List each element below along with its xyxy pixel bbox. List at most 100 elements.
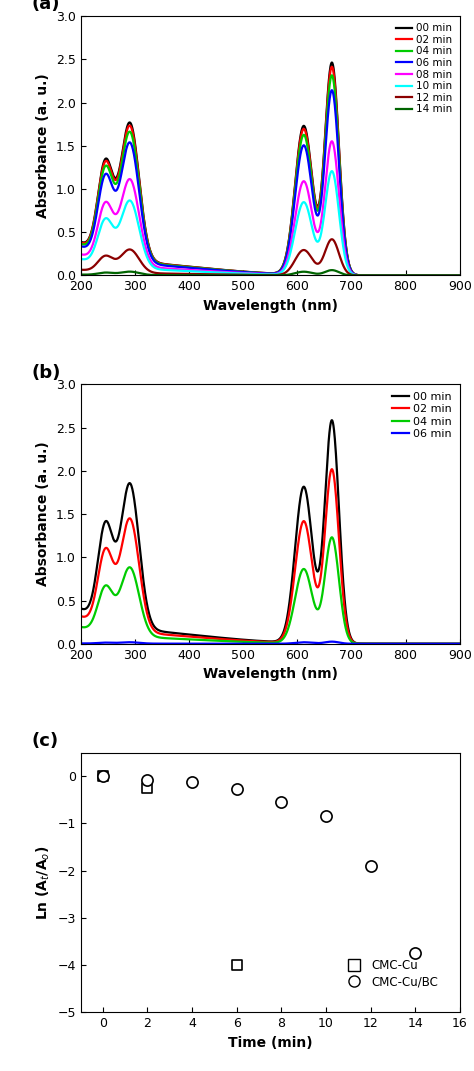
- 06 min: [78, 240, 83, 253]
- 04 min: [170, 632, 175, 645]
- Y-axis label: Absorbance (a. u.): Absorbance (a. u.): [36, 441, 50, 587]
- 06 min: [329, 84, 335, 96]
- 00 min: [170, 258, 175, 271]
- Point: [367, 857, 374, 874]
- 02 min: [209, 262, 214, 275]
- 10 min: [78, 253, 83, 266]
- Text: (c): (c): [31, 733, 58, 750]
- 10 min: [457, 269, 463, 282]
- Point: [144, 771, 151, 788]
- Y-axis label: Ln (A$_t$/A$_o$): Ln (A$_t$/A$_o$): [34, 845, 52, 920]
- 06 min: [78, 637, 83, 650]
- Line: 00 min: 00 min: [81, 62, 460, 275]
- 08 min: [78, 247, 83, 260]
- 06 min: [209, 637, 214, 650]
- 14 min: [452, 269, 457, 282]
- 04 min: [78, 620, 83, 633]
- 14 min: [277, 269, 283, 282]
- 12 min: [329, 232, 335, 245]
- 04 min: [209, 262, 214, 275]
- 02 min: [386, 637, 392, 650]
- Text: (a): (a): [31, 0, 60, 14]
- Legend: 00 min, 02 min, 04 min, 06 min: 00 min, 02 min, 04 min, 06 min: [388, 388, 456, 443]
- 10 min: [277, 267, 283, 280]
- 02 min: [277, 634, 283, 647]
- 06 min: [452, 269, 457, 282]
- Point: [188, 774, 196, 791]
- 08 min: [209, 265, 214, 277]
- 00 min: [78, 236, 83, 248]
- 10 min: [452, 269, 457, 282]
- 00 min: [78, 602, 83, 615]
- 08 min: [253, 267, 258, 280]
- 06 min: [457, 269, 463, 282]
- Line: 02 min: 02 min: [81, 469, 460, 644]
- 08 min: [457, 269, 463, 282]
- 00 min: [457, 637, 463, 650]
- 00 min: [209, 631, 214, 644]
- 04 min: [253, 636, 258, 649]
- 00 min: [209, 262, 214, 275]
- 12 min: [386, 269, 392, 282]
- 10 min: [170, 263, 175, 276]
- 00 min: [277, 633, 283, 646]
- 00 min: [253, 266, 258, 278]
- 12 min: [457, 269, 463, 282]
- 02 min: [329, 463, 335, 476]
- 02 min: [78, 236, 83, 248]
- 06 min: [277, 637, 283, 650]
- 00 min: [386, 269, 392, 282]
- 14 min: [78, 268, 83, 281]
- 12 min: [253, 269, 258, 282]
- 06 min: [170, 637, 175, 650]
- Point: [411, 945, 419, 962]
- X-axis label: Wavelength (nm): Wavelength (nm): [203, 667, 337, 681]
- 00 min: [253, 634, 258, 647]
- Point: [99, 768, 107, 785]
- Line: 04 min: 04 min: [81, 75, 460, 275]
- 02 min: [452, 637, 457, 650]
- Line: 14 min: 14 min: [81, 270, 460, 275]
- Line: 04 min: 04 min: [81, 538, 460, 644]
- 06 min: [253, 267, 258, 280]
- 06 min: [452, 637, 457, 650]
- 00 min: [452, 637, 457, 650]
- 02 min: [253, 266, 258, 278]
- 04 min: [386, 637, 392, 650]
- Line: 08 min: 08 min: [81, 141, 460, 275]
- Legend: 00 min, 02 min, 04 min, 06 min, 08 min, 10 min, 12 min, 14 min: 00 min, 02 min, 04 min, 06 min, 08 min, …: [392, 19, 456, 119]
- 06 min: [253, 637, 258, 650]
- 04 min: [209, 634, 214, 647]
- Point: [144, 780, 151, 797]
- 00 min: [329, 56, 335, 69]
- 12 min: [209, 268, 214, 281]
- 04 min: [277, 265, 283, 277]
- 04 min: [457, 269, 463, 282]
- 00 min: [452, 269, 457, 282]
- 14 min: [329, 263, 335, 276]
- 10 min: [253, 268, 258, 281]
- 06 min: [329, 635, 335, 648]
- 00 min: [170, 627, 175, 639]
- Line: 06 min: 06 min: [81, 90, 460, 275]
- 08 min: [277, 266, 283, 278]
- 08 min: [329, 135, 335, 148]
- 00 min: [457, 269, 463, 282]
- X-axis label: Wavelength (nm): Wavelength (nm): [203, 299, 337, 313]
- 06 min: [386, 637, 392, 650]
- Line: 06 min: 06 min: [81, 642, 460, 644]
- 14 min: [253, 269, 258, 282]
- 06 min: [209, 263, 214, 276]
- 04 min: [277, 635, 283, 648]
- 02 min: [209, 632, 214, 645]
- 14 min: [386, 269, 392, 282]
- 12 min: [452, 269, 457, 282]
- 08 min: [452, 269, 457, 282]
- 02 min: [329, 60, 335, 73]
- 04 min: [452, 269, 457, 282]
- 02 min: [78, 609, 83, 622]
- 14 min: [209, 269, 214, 282]
- 06 min: [170, 260, 175, 273]
- 04 min: [457, 637, 463, 650]
- 00 min: [329, 413, 335, 426]
